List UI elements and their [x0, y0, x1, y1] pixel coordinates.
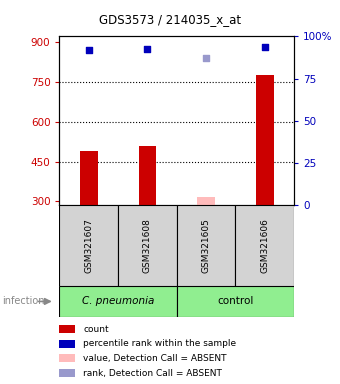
Point [203, 55, 209, 61]
Text: GSM321608: GSM321608 [143, 218, 152, 273]
Bar [80, 151, 98, 205]
Point [86, 47, 91, 53]
Text: percentile rank within the sample: percentile rank within the sample [83, 339, 236, 348]
Bar [177, 286, 294, 317]
Point [145, 46, 150, 52]
Bar [177, 205, 235, 286]
Bar [197, 197, 215, 205]
Text: GSM321607: GSM321607 [84, 218, 93, 273]
Text: GDS3573 / 214035_x_at: GDS3573 / 214035_x_at [99, 13, 241, 26]
Text: count: count [83, 325, 109, 334]
Text: GSM321606: GSM321606 [260, 218, 269, 273]
Point [262, 44, 268, 50]
Bar [256, 75, 274, 205]
Bar [235, 205, 294, 286]
Text: GSM321605: GSM321605 [202, 218, 210, 273]
Text: control: control [217, 296, 254, 306]
Text: value, Detection Call = ABSENT: value, Detection Call = ABSENT [83, 354, 227, 363]
Bar [59, 286, 177, 317]
Bar [139, 146, 156, 205]
Text: infection: infection [2, 296, 44, 306]
Bar [118, 205, 177, 286]
Bar [59, 205, 118, 286]
Text: C. pneumonia: C. pneumonia [82, 296, 154, 306]
Text: rank, Detection Call = ABSENT: rank, Detection Call = ABSENT [83, 369, 222, 377]
